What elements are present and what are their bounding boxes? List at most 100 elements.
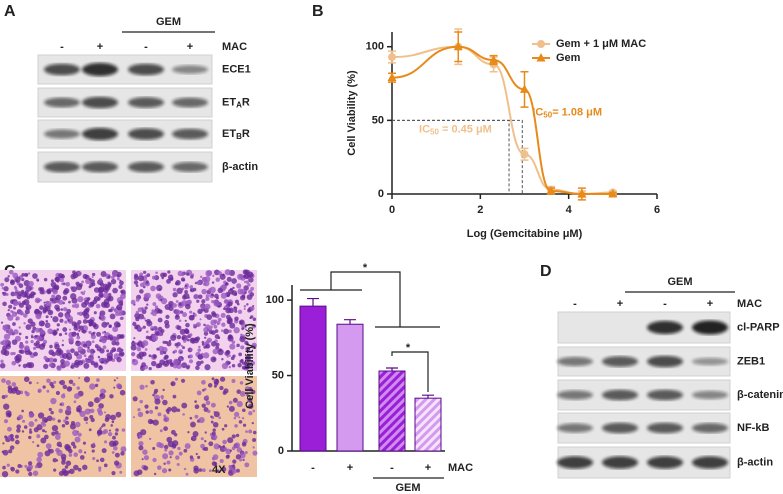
cell — [97, 355, 101, 359]
cell — [243, 280, 247, 283]
cell — [28, 381, 32, 385]
cell — [184, 443, 191, 450]
label-part: β-actin — [737, 456, 773, 468]
treatment-sign: + — [707, 298, 713, 310]
cell — [70, 348, 75, 354]
cell — [139, 399, 143, 404]
band — [172, 128, 208, 140]
cell — [110, 278, 117, 285]
cell — [86, 348, 91, 353]
cell — [6, 463, 10, 467]
label-part: IC — [419, 123, 430, 135]
cell — [157, 465, 162, 470]
cell — [28, 412, 34, 418]
cell — [42, 385, 46, 389]
cell — [246, 271, 254, 278]
band — [647, 355, 683, 368]
band — [602, 422, 638, 434]
cell — [21, 430, 25, 433]
cell — [141, 362, 146, 367]
cell — [56, 328, 60, 331]
cell — [96, 407, 102, 413]
cell — [203, 327, 209, 333]
cell — [55, 434, 61, 440]
cell — [18, 332, 22, 336]
cell — [101, 360, 104, 364]
error-bar — [422, 394, 434, 399]
cell — [197, 294, 203, 300]
cell — [182, 339, 187, 343]
cell — [108, 429, 112, 432]
cell — [170, 334, 177, 341]
cell — [112, 435, 116, 440]
cell — [154, 398, 161, 405]
cell — [38, 287, 43, 292]
cell — [245, 342, 249, 346]
cell — [72, 270, 76, 275]
cell — [173, 349, 178, 353]
cell — [248, 411, 253, 416]
cell — [189, 314, 195, 321]
cell — [236, 283, 242, 289]
cell — [135, 310, 139, 315]
cell — [201, 342, 205, 346]
cell — [91, 276, 94, 279]
legend-label: Gem + 1 μM MAC — [556, 38, 646, 50]
cell — [3, 286, 9, 292]
cell — [70, 293, 77, 300]
cell — [139, 282, 145, 287]
cell — [14, 312, 18, 315]
significance: * — [406, 342, 411, 354]
cell — [34, 418, 38, 422]
cell — [135, 317, 140, 322]
cell — [82, 441, 87, 445]
cell — [21, 409, 24, 413]
cell — [119, 279, 122, 282]
cell — [172, 303, 177, 308]
band — [602, 389, 638, 401]
cell — [243, 274, 247, 279]
cell — [234, 299, 239, 304]
cell — [116, 277, 120, 281]
cell — [2, 449, 9, 456]
cell — [69, 423, 77, 430]
cell — [247, 308, 252, 313]
band — [692, 320, 728, 335]
cell — [77, 312, 80, 315]
cell — [23, 313, 28, 318]
cell — [189, 455, 194, 459]
cell — [100, 270, 107, 277]
band — [172, 65, 208, 74]
cell — [25, 273, 28, 277]
cell — [88, 321, 94, 327]
cell — [96, 430, 103, 436]
band — [647, 456, 683, 469]
cell — [139, 289, 144, 294]
label-part: R — [242, 96, 250, 108]
cell — [170, 277, 174, 280]
cell — [18, 326, 21, 329]
cell — [189, 310, 193, 314]
bar — [414, 397, 442, 452]
cell — [21, 273, 26, 277]
cell — [86, 297, 91, 301]
bracket — [300, 271, 440, 328]
cell — [164, 319, 170, 325]
cell — [27, 272, 31, 275]
cell — [69, 338, 72, 342]
cell — [143, 270, 147, 274]
cell — [76, 386, 80, 390]
cell — [73, 464, 79, 471]
cell — [211, 341, 217, 347]
cell — [132, 321, 137, 327]
cell — [35, 327, 40, 333]
cell — [52, 458, 57, 463]
cell — [151, 275, 157, 280]
cell — [181, 278, 185, 282]
cell — [182, 312, 188, 318]
cell — [116, 304, 123, 311]
cell — [56, 323, 60, 327]
cell — [36, 279, 40, 282]
cell — [59, 275, 63, 279]
cell — [98, 365, 103, 371]
